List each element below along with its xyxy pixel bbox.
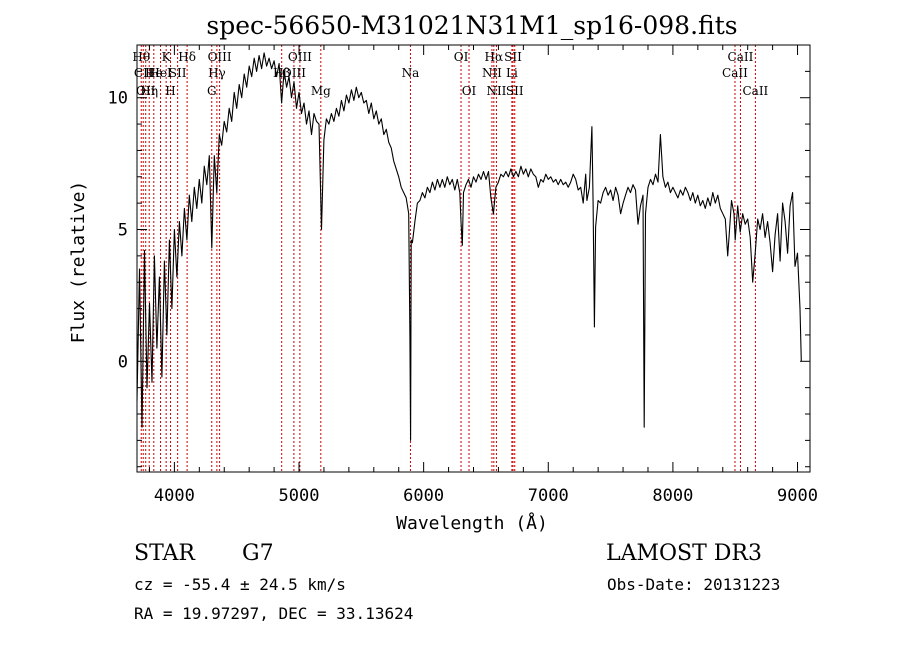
spectral-line-label: Hη	[140, 84, 158, 98]
spectrum-line	[136, 52, 802, 441]
spectral-line-label: OIII	[208, 50, 232, 64]
spectral-line-label: Mg	[311, 84, 331, 98]
y-tick-label: 5	[118, 221, 128, 241]
spectral-line-label: OI	[454, 50, 469, 64]
spectral-line-label: OII	[136, 84, 156, 98]
spectral-line-label: HeI	[149, 66, 172, 80]
spectral-line-markers	[140, 45, 756, 472]
survey-name: LAMOST DR3	[606, 541, 762, 566]
spectral-line-label: OIII	[282, 66, 306, 80]
spectral-line-label: He	[145, 66, 163, 80]
x-tick-label: 9000	[777, 486, 818, 506]
y-tick-label: 10	[108, 89, 128, 109]
spectral-line-label: Hδ	[178, 50, 196, 64]
spectral-line-label: CII	[134, 66, 153, 80]
spectral-line-label: Hα	[485, 50, 504, 64]
x-tick-label: 5000	[279, 486, 320, 506]
spectral-line-label: Hγ	[208, 66, 226, 80]
spectral-line-label: OI	[462, 84, 477, 98]
spectral-line-label: Hθ	[132, 50, 150, 64]
spectral-line-label: SII	[504, 50, 522, 64]
x-tick-label: 7000	[528, 486, 569, 506]
spectral-line-label: OIII	[288, 50, 312, 64]
y-axis-ticks: 0 5 10	[108, 44, 810, 468]
spectrum-series	[136, 52, 802, 441]
x-tick-label: 8000	[652, 486, 693, 506]
spectral-line-label: Na	[402, 66, 420, 80]
spectral-line-label: Li	[506, 66, 518, 80]
y-axis-label: Flux (relative)	[68, 181, 89, 344]
plot-frame	[136, 44, 811, 473]
spectral-line-label: H	[165, 84, 175, 98]
x-tick-label: 6000	[403, 486, 444, 506]
x-tick-label: 4000	[154, 486, 195, 506]
spectral-subclass: G7	[242, 541, 274, 566]
observation-date: Obs-Date: 20131223	[607, 575, 780, 594]
x-axis-label: Wavelength (Å)	[396, 512, 548, 534]
y-tick-label: 0	[118, 352, 128, 372]
spectral-line-label: CaII	[728, 50, 754, 64]
spectral-line-label: CaII	[742, 84, 768, 98]
chart-title: spec-56650-M31021N31M1_sp16-098.fits	[206, 11, 737, 40]
spectral-line-label: SII	[169, 66, 187, 80]
spectral-line-label: NII	[482, 66, 502, 80]
spectral-line-label: G	[207, 84, 217, 98]
spectral-line-label: CaII	[722, 66, 748, 80]
coordinates-readout: RA = 19.97297, DEC = 33.13624	[134, 604, 413, 623]
spectral-line-label: SII	[506, 84, 524, 98]
velocity-readout: cz = -55.4 ± 24.5 km/s	[134, 575, 346, 594]
object-class: STAR	[134, 541, 196, 566]
x-axis-ticks: 4000 5000 6000 7000 8000 9000	[148, 45, 818, 506]
spectral-line-label: Hβ	[273, 66, 290, 80]
spectral-line-label: K	[162, 50, 172, 64]
spectral-line-labels: HθCIIOIIHηHeHeIKHSIIHδGHγOIIIHβOIIIOIIIM…	[132, 50, 768, 98]
spectral-line-label: NII	[486, 84, 506, 98]
